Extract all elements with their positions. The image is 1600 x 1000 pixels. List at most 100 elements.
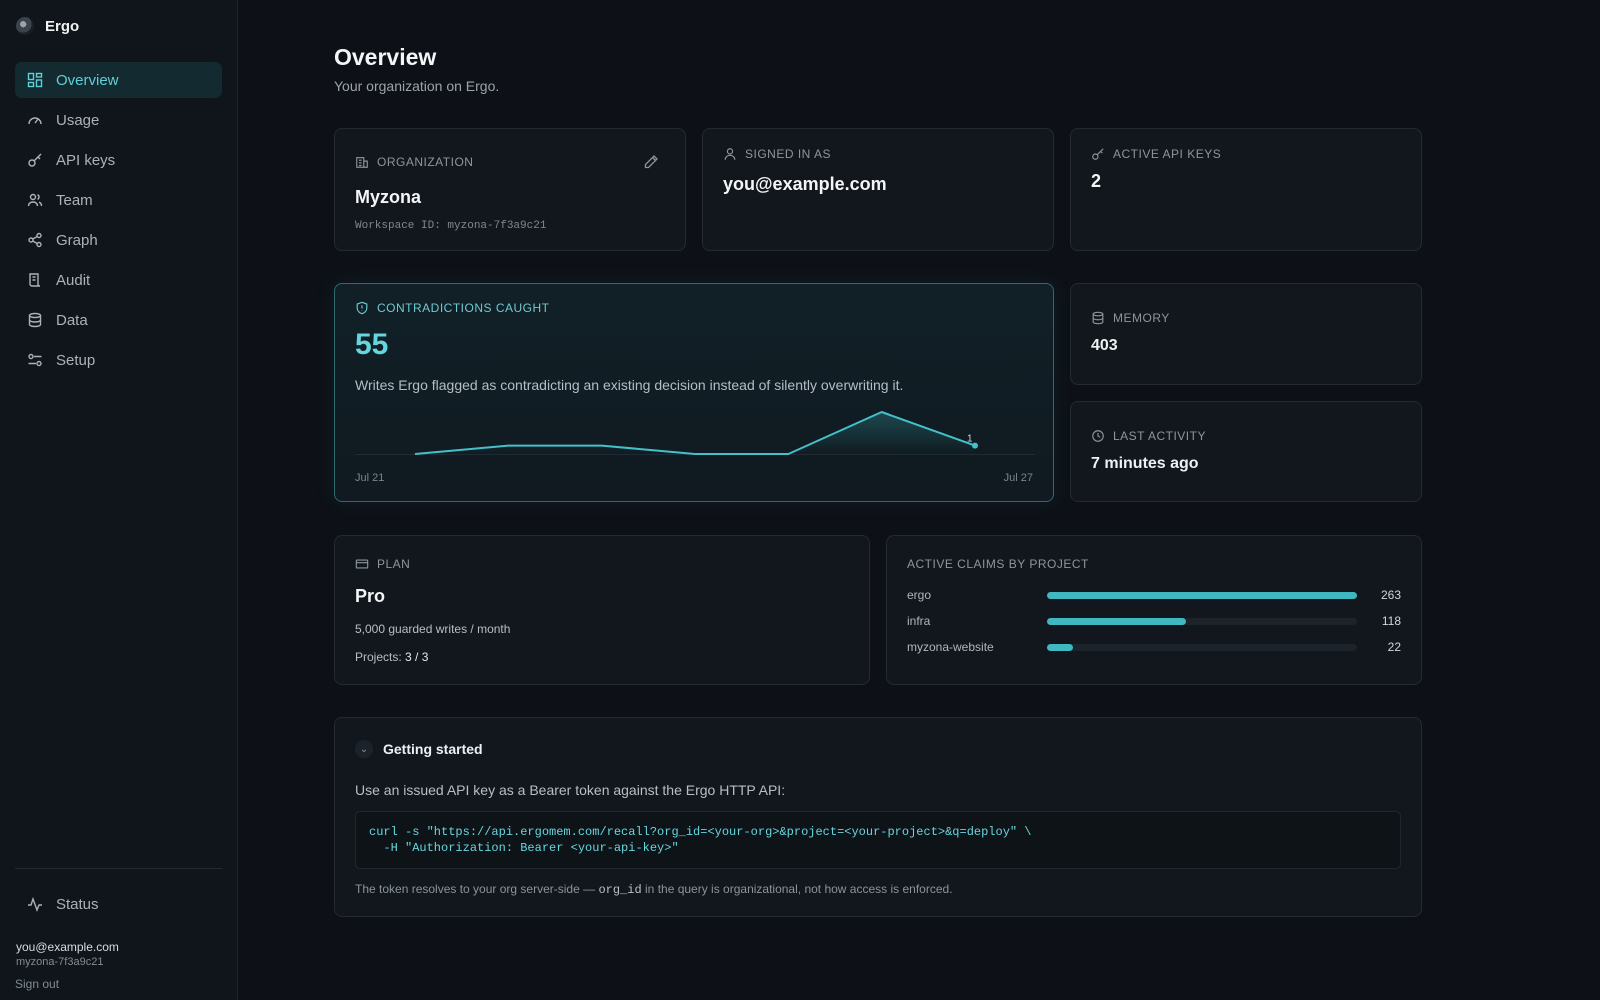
claim-bar-fill	[1047, 617, 1187, 625]
users-icon	[27, 193, 43, 207]
sidebar-item-label: Team	[56, 191, 93, 209]
getting-started-title: Getting started	[383, 741, 483, 757]
plan-projects-value: 3 / 3	[405, 650, 429, 664]
claim-bar-track	[1047, 643, 1357, 651]
signed-in-label: SIGNED IN AS	[723, 147, 831, 161]
contradictions-count: 55	[355, 328, 389, 361]
claim-bar-fill	[1047, 643, 1074, 651]
sign-out-link[interactable]: Sign out	[15, 977, 60, 991]
plan-name: Pro	[355, 586, 386, 606]
sidebar: Ergo Overview Usage API keys Team Graph …	[0, 0, 238, 1000]
workspace-id: Workspace ID: myzona-7f3a9c21	[355, 220, 547, 232]
active-api-keys-label: ACTIVE API KEYS	[1091, 147, 1221, 161]
chart-series-line	[414, 411, 976, 455]
pencil-icon	[644, 155, 658, 169]
claim-project-name: myzona-website	[907, 640, 994, 654]
plan-writes: 5,000 guarded writes / month	[355, 622, 511, 636]
contradictions-sparkline: 1	[355, 411, 1035, 455]
claim-row: myzona-website 22	[907, 639, 1401, 655]
curl-code-block[interactable]: curl -s "https://api.ergomem.com/recall?…	[355, 811, 1401, 869]
edit-organization-button[interactable]	[643, 154, 659, 170]
chart-area	[415, 412, 975, 454]
x-axis-start-label: Jul 21	[355, 472, 385, 484]
claim-project-name: ergo	[907, 588, 932, 602]
share-icon	[28, 232, 42, 248]
clock-icon	[1092, 430, 1104, 442]
building-icon	[356, 157, 368, 168]
sidebar-item-team[interactable]: Team	[15, 182, 222, 218]
brand[interactable]: Ergo	[16, 17, 79, 35]
sidebar-item-setup[interactable]: Setup	[15, 342, 222, 378]
signed-in-card: SIGNED IN AS you@example.com	[702, 128, 1054, 251]
contradictions-card[interactable]: CONTRADICTIONS CAUGHT 55 Writes Ergo fla…	[334, 283, 1054, 502]
plan-projects-label: Projects:	[355, 650, 402, 664]
memory-label: MEMORY	[1091, 311, 1170, 325]
user-email: you@example.com	[16, 940, 119, 954]
sidebar-item-label: Data	[56, 311, 88, 329]
active-api-keys-card: ACTIVE API KEYS 2	[1070, 128, 1422, 251]
memory-card: MEMORY 403	[1070, 283, 1422, 385]
sidebar-divider	[15, 868, 222, 869]
sidebar-item-data[interactable]: Data	[15, 302, 222, 338]
user-icon	[724, 148, 736, 160]
key-icon	[28, 153, 42, 167]
sidebar-item-audit[interactable]: Audit	[15, 262, 222, 298]
claim-bar-fill	[1047, 591, 1357, 599]
page-subtitle: Your organization on Ergo.	[334, 78, 500, 94]
shield-icon	[356, 301, 368, 315]
note-text: in the query is organizational, not how …	[645, 882, 953, 896]
sidebar-item-label: Graph	[56, 231, 98, 249]
claim-row: ergo 263	[907, 587, 1401, 603]
sidebar-item-usage[interactable]: Usage	[15, 102, 222, 138]
chart-last-point-label: 1	[967, 434, 973, 445]
active-api-keys-count: 2	[1091, 171, 1102, 191]
claim-bar-track	[1047, 617, 1357, 625]
sidebar-item-status[interactable]: Status	[15, 886, 222, 922]
getting-started-description: Use an issued API key as a Bearer token …	[355, 782, 786, 798]
organization-name: Myzona	[355, 187, 422, 207]
app-name: Ergo	[45, 17, 80, 35]
getting-started-card: ⌄ Getting started Use an issued API key …	[334, 717, 1422, 917]
claim-row: infra 118	[907, 613, 1401, 629]
getting-started-toggle[interactable]: ⌄ Getting started	[355, 740, 483, 758]
claim-project-name: infra	[907, 614, 931, 628]
organization-label: ORGANIZATION	[355, 155, 473, 169]
chevron-down-icon: ⌄	[355, 740, 373, 758]
x-axis-end-label: Jul 27	[1003, 472, 1033, 484]
claim-count: 22	[1387, 640, 1401, 654]
sidebar-item-overview[interactable]: Overview	[15, 62, 222, 98]
active-claims-label: ACTIVE CLAIMS BY PROJECT	[907, 557, 1089, 571]
plan-card: PLAN Pro 5,000 guarded writes / month Pr…	[334, 535, 870, 685]
sidebar-item-label: Status	[56, 895, 99, 913]
last-activity-value: 7 minutes ago	[1091, 455, 1199, 472]
claim-count: 118	[1381, 614, 1401, 628]
user-workspace: myzona-7f3a9c21	[16, 956, 104, 968]
signed-in-email: you@example.com	[723, 174, 887, 194]
gauge-icon	[28, 117, 42, 125]
sidebar-item-label: Audit	[56, 271, 91, 289]
code-line: -H "Authorization: Bearer <your-api-key>…	[369, 841, 679, 855]
note-text: The token resolves to your org server-si…	[355, 882, 596, 896]
sidebar-item-label: Setup	[56, 351, 96, 369]
claim-count: 263	[1380, 588, 1401, 602]
credit-card-icon	[355, 559, 369, 569]
code-line: curl -s "https://api.ergomem.com/recall?…	[369, 825, 1032, 839]
sidebar-item-label: Usage	[56, 111, 100, 129]
scroll-icon	[29, 273, 41, 287]
ergo-logo-icon	[16, 17, 34, 35]
sidebar-item-graph[interactable]: Graph	[15, 222, 222, 258]
last-activity-card: LAST ACTIVITY 7 minutes ago	[1070, 401, 1422, 502]
claim-bar-track	[1047, 591, 1357, 599]
database-icon	[28, 312, 42, 328]
sidebar-item-label: API keys	[56, 151, 116, 169]
sidebar-item-label: Overview	[56, 71, 119, 89]
activity-icon	[28, 896, 42, 912]
sidebar-item-api-keys[interactable]: API keys	[15, 142, 222, 178]
sliders-icon	[28, 353, 42, 367]
memory-value: 403	[1091, 337, 1118, 354]
active-claims-card: ACTIVE CLAIMS BY PROJECT ergo 263 infra …	[886, 535, 1422, 685]
contradictions-description: Writes Ergo flagged as contradicting an …	[355, 377, 904, 393]
chart-last-point	[972, 442, 978, 449]
database-icon	[1092, 311, 1104, 325]
contradictions-label: CONTRADICTIONS CAUGHT	[355, 301, 550, 315]
